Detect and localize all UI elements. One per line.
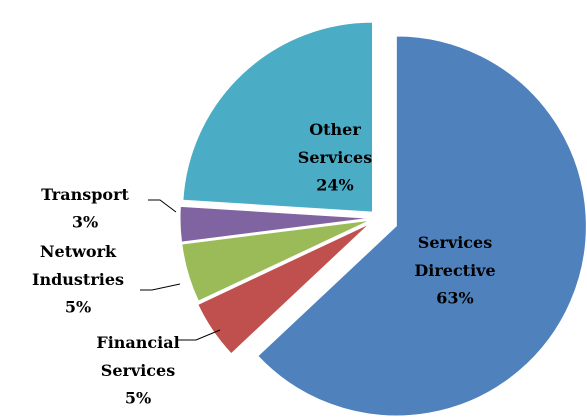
value-label: 3% [72, 213, 98, 232]
value-label: 5% [65, 298, 91, 317]
slices [179, 21, 587, 417]
leader-lines [140, 199, 221, 341]
slice-label: Financial Services [96, 333, 179, 380]
value-label: 63% [436, 289, 473, 308]
leader-line [148, 199, 177, 213]
leader-line [140, 283, 181, 291]
leader-line [178, 329, 221, 341]
pie-slice [181, 219, 371, 302]
pie-slice [179, 205, 371, 243]
pie-slice [257, 35, 587, 417]
value-label: 24% [316, 176, 353, 195]
slice-label: Transport [41, 185, 129, 204]
slice-label: Network Industries [32, 242, 124, 289]
pie-slice [182, 21, 374, 213]
value-label: 5% [125, 389, 151, 408]
pie-slice [197, 223, 371, 355]
labels: Services Directive 63% Financial Services 5% N… [32, 120, 496, 408]
slice-label: Other Services [298, 120, 372, 167]
slice-label: Services Directive [414, 233, 495, 280]
